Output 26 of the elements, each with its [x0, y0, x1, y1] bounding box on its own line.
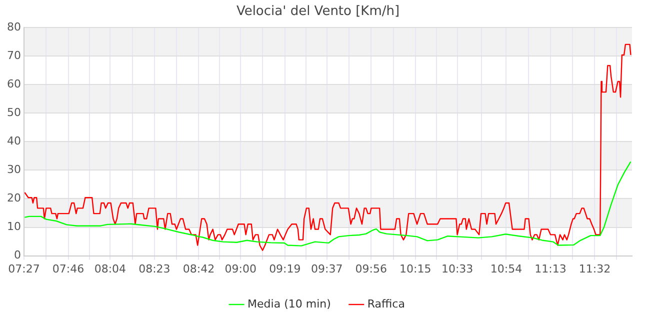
x-tick-label: 11:13: [534, 262, 566, 276]
x-tick-label: 08:42: [182, 262, 215, 276]
x-tick-label: 10:33: [441, 262, 474, 276]
y-tick-label: 70: [6, 48, 21, 62]
x-tick-label: 11:32: [578, 262, 611, 276]
x-tick-label: 07:46: [52, 262, 84, 276]
y-tick-label: 0: [14, 248, 21, 262]
y-tick-label: 60: [6, 78, 21, 91]
x-tick-label: 09:37: [310, 262, 343, 276]
legend-label: Raffica: [367, 297, 405, 310]
y-tick-label: 80: [6, 20, 21, 34]
legend-label: Media (10 min): [248, 297, 331, 310]
y-tick-label: 30: [6, 163, 21, 176]
y-tick-label: 20: [6, 192, 21, 205]
x-tick-label: 10:54: [490, 262, 522, 276]
x-tick-label: 08:04: [94, 262, 126, 276]
x-tick-label: 10:15: [400, 262, 432, 276]
y-tick-label: 40: [6, 134, 21, 148]
y-tick-label: 50: [6, 106, 21, 120]
chart-title: Velocia' del Vento [Km/h]: [236, 4, 400, 20]
x-tick-label: 08:23: [138, 262, 170, 276]
x-tick-label: 09:56: [355, 262, 387, 276]
x-tick-label: 09:00: [224, 262, 256, 276]
y-tick-label: 10: [6, 220, 21, 234]
x-tick-label: 09:19: [269, 262, 301, 276]
x-tick-label: 07:27: [8, 262, 40, 276]
